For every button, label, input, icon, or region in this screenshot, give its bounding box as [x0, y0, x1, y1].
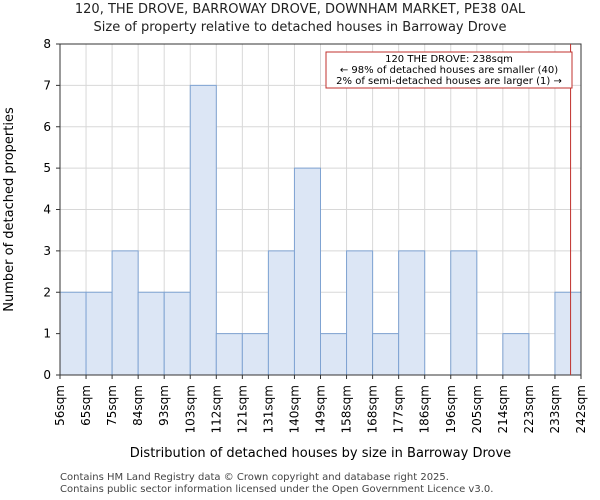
footer-line-2: Contains public sector information licen…	[60, 484, 494, 495]
footer-line-1: Contains HM Land Registry data © Crown c…	[60, 472, 449, 483]
histogram-bar	[215, 333, 243, 376]
annotation-line-2: ← 98% of detached houses are smaller (40…	[340, 65, 558, 76]
x-tick-label: 56sqm	[53, 385, 67, 426]
y-tick-label: 3	[43, 244, 51, 258]
histogram-bar	[163, 291, 191, 376]
histogram-chart: 0 1 2 3 4 5 6 7 8 56sqm 65sqm 75sqm 84sqm 93sqm 103sq…	[2, 37, 588, 461]
x-tick-label: 103sqm	[183, 385, 197, 433]
y-tick-label: 6	[43, 120, 51, 134]
x-tick-label: 233sqm	[548, 385, 562, 433]
histogram-bar	[85, 291, 113, 376]
histogram-bar	[320, 333, 348, 376]
x-tick-label: 131sqm	[261, 385, 275, 433]
annotation-box: 120 THE DROVE: 238sqm ← 98% of detached …	[325, 51, 573, 89]
histogram-bar	[111, 250, 139, 376]
annotation-line-1: 120 THE DROVE: 238sqm	[385, 54, 513, 65]
x-tick-label: 223sqm	[522, 385, 536, 433]
y-tick-label: 1	[43, 327, 51, 341]
y-axis-ticks: 0 1 2 3 4 5 6 7 8	[43, 37, 60, 382]
x-tick-label: 140sqm	[287, 385, 301, 433]
histogram-bar	[59, 291, 87, 376]
y-tick-label: 7	[43, 78, 51, 92]
histogram-bar	[554, 291, 582, 376]
x-axis-ticks: 56sqm 65sqm 75sqm 84sqm 93sqm 103sqm 112sqm 121…	[53, 375, 588, 433]
histogram-bar	[293, 167, 322, 376]
y-tick-label: 4	[43, 203, 51, 217]
histogram-bar	[450, 250, 478, 376]
x-axis-label: Distribution of detached houses by size …	[130, 446, 511, 461]
annotation-line-3: 2% of semi-detached houses are larger (1…	[336, 76, 562, 87]
x-tick-label: 158sqm	[340, 385, 354, 433]
x-tick-label: 186sqm	[418, 385, 432, 433]
y-tick-label: 0	[43, 368, 51, 382]
histogram-bar	[241, 333, 269, 376]
histogram-bar	[398, 250, 426, 376]
chart-title: 120, THE DROVE, BARROWAY DROVE, DOWNHAM …	[74, 2, 526, 17]
histogram-bar	[372, 333, 400, 376]
y-tick-label: 2	[43, 285, 51, 299]
x-tick-label: 112sqm	[209, 385, 223, 433]
x-tick-label: 149sqm	[314, 385, 328, 433]
x-tick-label: 84sqm	[131, 385, 145, 426]
x-tick-label: 205sqm	[470, 385, 484, 433]
x-tick-label: 242sqm	[574, 385, 588, 433]
y-tick-label: 8	[43, 37, 51, 51]
bar-layer	[59, 84, 582, 376]
x-tick-label: 93sqm	[157, 385, 171, 426]
y-tick-label: 5	[43, 161, 51, 175]
annotation-frame	[325, 51, 573, 89]
x-tick-label: 196sqm	[444, 385, 458, 433]
x-tick-label: 75sqm	[105, 385, 119, 426]
histogram-bar	[267, 250, 295, 376]
y-axis-label: Number of detached properties	[2, 107, 17, 312]
x-tick-label: 177sqm	[392, 385, 406, 433]
histogram-bar	[137, 291, 165, 376]
x-tick-label: 214sqm	[496, 385, 510, 433]
histogram-bar	[189, 84, 217, 376]
x-tick-label: 168sqm	[366, 385, 380, 433]
x-tick-label: 121sqm	[235, 385, 249, 433]
histogram-bar	[502, 333, 530, 376]
x-tick-label: 65sqm	[79, 385, 93, 426]
chart-subtitle: Size of property relative to detached ho…	[93, 20, 507, 35]
histogram-bar	[346, 250, 374, 376]
